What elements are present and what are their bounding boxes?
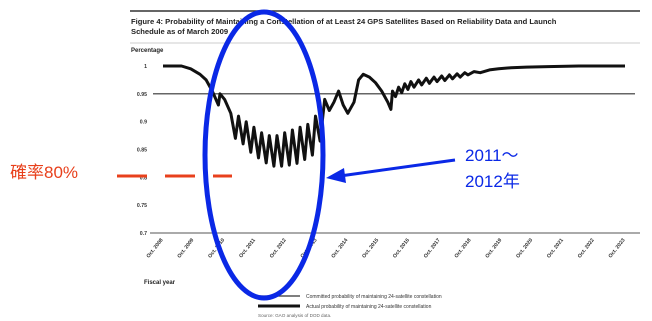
x-tick-label: Oct. 2022	[577, 237, 596, 259]
x-tick-label: Oct. 2009	[176, 237, 195, 259]
source-note: Source: GAO analysis of DOD data.	[258, 313, 331, 318]
x-tick-label: Oct. 2018	[454, 237, 473, 259]
y-tick-labels: 1 0.95 0.9 0.85 0.8 0.75 0.7	[137, 64, 147, 237]
legend-label-committed: Committed probability of maintaining 24-…	[306, 294, 442, 300]
probability-label: 確率80%	[10, 163, 78, 182]
y-axis-label: Percentage	[131, 48, 164, 54]
y-tick-label: 1	[144, 64, 147, 70]
y-tick-label: 0.75	[137, 203, 147, 209]
legend: Committed probability of maintaining 24-…	[258, 294, 442, 310]
y-tick-label: 0.9	[140, 120, 147, 126]
x-tick-label: Oct. 2020	[515, 237, 534, 259]
x-tick-label: Oct. 2008	[146, 237, 165, 259]
x-tick-label: Oct. 2021	[546, 237, 565, 259]
x-tick-label: Oct. 2023	[608, 237, 627, 259]
x-tick-label: Oct. 2012	[269, 237, 288, 259]
period-label-line1: 2011～	[465, 146, 519, 165]
period-label-line2: 2012年	[465, 172, 520, 191]
period-arrow-head	[326, 168, 346, 183]
y-tick-label: 0.8	[140, 175, 147, 181]
x-axis-label: Fiscal year	[144, 280, 176, 286]
period-arrow-shaft	[339, 158, 456, 178]
x-tick-label: Oct. 2019	[484, 237, 503, 259]
y-tick-label: 0.85	[137, 148, 147, 154]
highlight-ellipse	[202, 9, 326, 301]
y-tick-label: 0.95	[137, 92, 147, 98]
chart-title-line2: Schedule as of March 2009	[131, 27, 228, 36]
x-tick-label: Oct. 2016	[392, 237, 411, 259]
y-tick-label: 0.7	[140, 231, 147, 237]
x-tick-label: Oct. 2017	[423, 237, 442, 259]
legend-label-actual: Actual probability of maintaining 24-sat…	[306, 304, 432, 310]
chart-title-line1: Figure 4: Probability of Maintaining a C…	[131, 17, 557, 26]
x-tick-label: Oct. 2014	[330, 237, 349, 259]
x-tick-label: Oct. 2015	[361, 237, 380, 259]
series-actual-line	[163, 64, 625, 168]
x-tick-label: Oct. 2011	[238, 237, 257, 259]
